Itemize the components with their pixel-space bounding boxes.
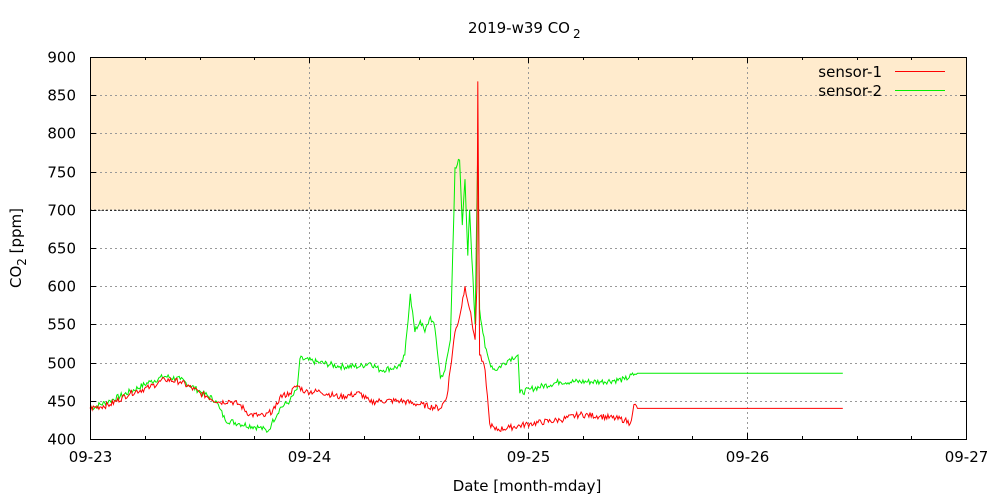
- y-tick-label: 500: [47, 355, 76, 373]
- x-tick-label: 09-26: [726, 448, 770, 466]
- x-tick-label: 09-24: [288, 448, 332, 466]
- y-tick-label: 550: [47, 316, 76, 334]
- y-tick-label: 800: [47, 125, 76, 143]
- ticks: 400 450 500 550 600 650 700 750 800 850 900 09-23 09…: [47, 49, 988, 467]
- series-line-sensor-1: [89, 81, 843, 433]
- legend-label-sensor-2: sensor-2: [818, 82, 882, 100]
- y-tick-label: 600: [47, 278, 76, 296]
- y-tick-label: 400: [47, 431, 76, 449]
- y-tick-label: 850: [47, 87, 76, 105]
- y-tick-label: 450: [47, 393, 76, 411]
- x-tick-label: 09-25: [507, 448, 551, 466]
- x-axis-label: Date [month-mday]: [453, 477, 602, 495]
- y-tick-label: 650: [47, 240, 76, 258]
- y-tick-label: 700: [47, 202, 76, 220]
- grid: [90, 57, 966, 439]
- y-tick-label: 900: [47, 49, 76, 67]
- y-axis-label: CO2 [ppm]: [7, 208, 29, 288]
- x-tick-label: 09-27: [945, 448, 989, 466]
- chart-title: 2019-w39 CO 2: [468, 19, 581, 41]
- series-group: [89, 81, 843, 433]
- x-tick-label: 09-23: [69, 448, 113, 466]
- series-line-sensor-2: [89, 144, 843, 433]
- y-tick-label: 750: [47, 164, 76, 182]
- legend-label-sensor-1: sensor-1: [818, 63, 882, 81]
